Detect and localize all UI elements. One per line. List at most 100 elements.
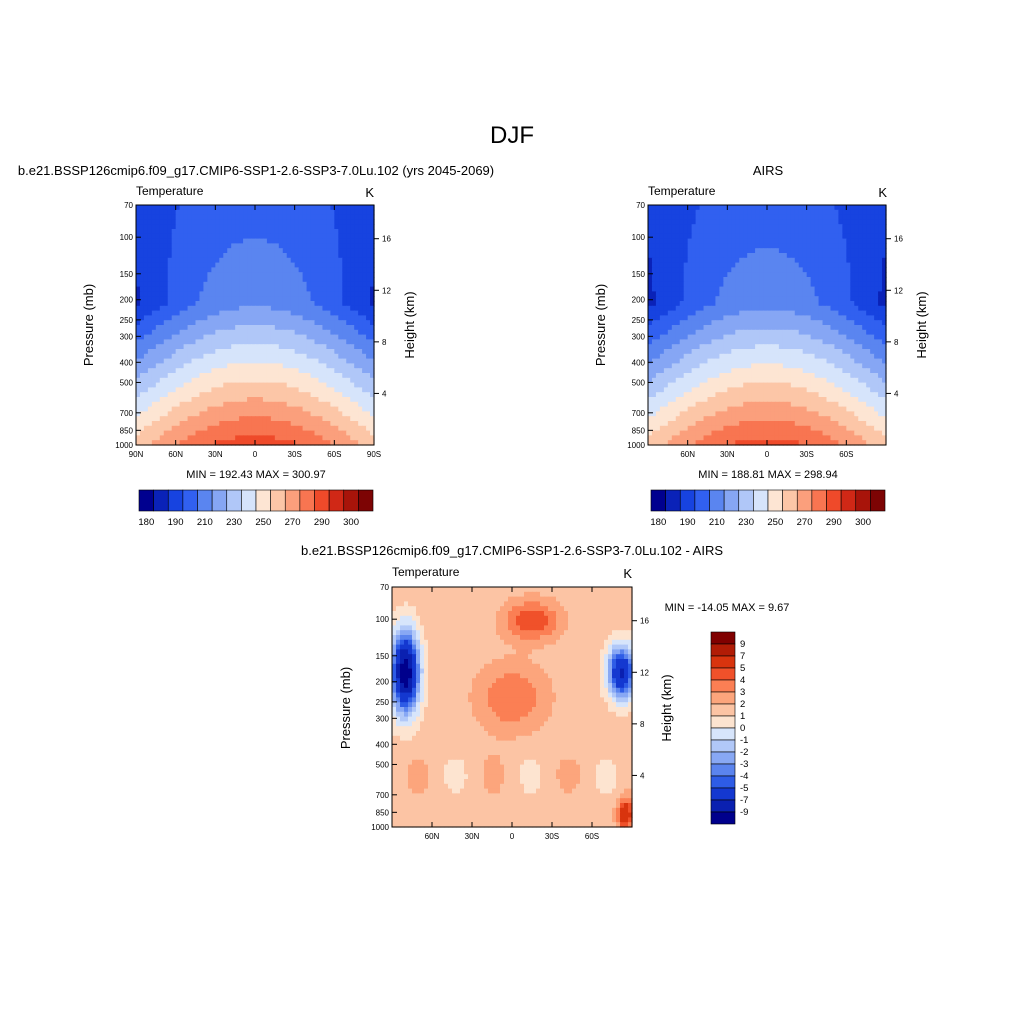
contour-cell	[148, 411, 153, 416]
contour-cell	[243, 325, 248, 330]
contour-cell	[362, 397, 367, 402]
contour-cell	[326, 243, 331, 248]
contour-cell	[866, 344, 871, 349]
contour-cell	[767, 272, 772, 277]
contour-cell	[267, 349, 272, 354]
contour-cell	[704, 267, 709, 272]
contour-cell	[719, 248, 724, 253]
contour-cell	[199, 258, 204, 263]
contour-cell	[291, 368, 296, 373]
contour-cell	[338, 426, 343, 431]
contour-cell	[235, 258, 240, 263]
contour-cell	[330, 224, 335, 229]
contour-cell	[874, 234, 879, 239]
contour-cell	[739, 277, 744, 282]
contour-cell	[263, 426, 268, 431]
contour-cell	[696, 325, 701, 330]
contour-cell	[176, 407, 181, 412]
contour-cell	[156, 277, 161, 282]
contour-cell	[735, 258, 740, 263]
contour-cell	[219, 392, 224, 397]
contour-cell	[160, 354, 165, 359]
contour-cell	[330, 349, 335, 354]
contour-cell	[680, 315, 685, 320]
contour-cell	[366, 263, 371, 268]
contour-cell	[295, 272, 300, 277]
contour-cell	[322, 219, 327, 224]
contour-cell	[211, 387, 216, 392]
contour-cell	[239, 411, 244, 416]
contour-cell	[283, 205, 288, 210]
contour-cell	[180, 219, 185, 224]
contour-cell	[223, 224, 228, 229]
contour-cell	[819, 253, 824, 258]
contour-cell	[334, 368, 339, 373]
contour-cell	[823, 258, 828, 263]
contour-cell	[299, 349, 304, 354]
contour-cell	[354, 373, 359, 378]
contour-cell	[727, 263, 732, 268]
contour-cell	[819, 311, 824, 316]
contour-cell	[692, 205, 697, 210]
contour-cell	[874, 210, 879, 215]
contour-cell	[656, 306, 661, 311]
contour-cell	[219, 373, 224, 378]
contour-cell	[315, 239, 320, 244]
contour-cell	[747, 253, 752, 258]
contour-cell	[219, 239, 224, 244]
contour-cell	[656, 210, 661, 215]
contour-cell	[656, 335, 661, 340]
contour-cell	[295, 267, 300, 272]
contour-cell	[211, 330, 216, 335]
contour-cell	[815, 306, 820, 311]
contour-cell	[184, 291, 189, 296]
contour-cell	[700, 315, 705, 320]
contour-cell	[338, 344, 343, 349]
contour-cell	[247, 392, 252, 397]
contour-cell	[164, 349, 169, 354]
contour-cell	[668, 253, 673, 258]
contour-cell	[834, 320, 839, 325]
contour-cell	[700, 267, 705, 272]
contour-cell	[215, 426, 220, 431]
contour-cell	[711, 215, 716, 220]
contour-cell	[656, 219, 661, 224]
contour-cell	[227, 421, 232, 426]
contour-cell	[334, 253, 339, 258]
contour-cell	[271, 411, 276, 416]
contour-cell	[160, 306, 165, 311]
contour-cell	[823, 325, 828, 330]
contour-cell	[255, 287, 260, 292]
contour-cell	[791, 311, 796, 316]
contour-cell	[870, 296, 875, 301]
contour-cell	[743, 330, 748, 335]
contour-cell	[235, 229, 240, 234]
contour-cell	[196, 383, 201, 388]
contour-cell	[763, 339, 768, 344]
contour-cell	[148, 301, 153, 306]
contour-cell	[211, 320, 216, 325]
contour-cell	[731, 325, 736, 330]
contour-cell	[346, 234, 351, 239]
contour-cell	[176, 373, 181, 378]
contour-cell	[271, 258, 276, 263]
contour-cell	[708, 320, 713, 325]
contour-cell	[318, 277, 323, 282]
contour-cell	[787, 282, 792, 287]
contour-cell	[834, 234, 839, 239]
contour-cell	[715, 282, 720, 287]
contour-cell	[219, 210, 224, 215]
contour-cell	[188, 416, 193, 421]
contour-cell	[267, 407, 272, 412]
contour-cell	[715, 344, 720, 349]
contour-cell	[866, 229, 871, 234]
contour-cell	[219, 219, 224, 224]
contour-cell	[850, 234, 855, 239]
contour-cell	[342, 392, 347, 397]
contour-cell	[176, 306, 181, 311]
contour-cell	[231, 301, 236, 306]
contour-cell	[283, 426, 288, 431]
contour-cell	[196, 359, 201, 364]
contour-cell	[704, 325, 709, 330]
contour-cell	[795, 287, 800, 292]
